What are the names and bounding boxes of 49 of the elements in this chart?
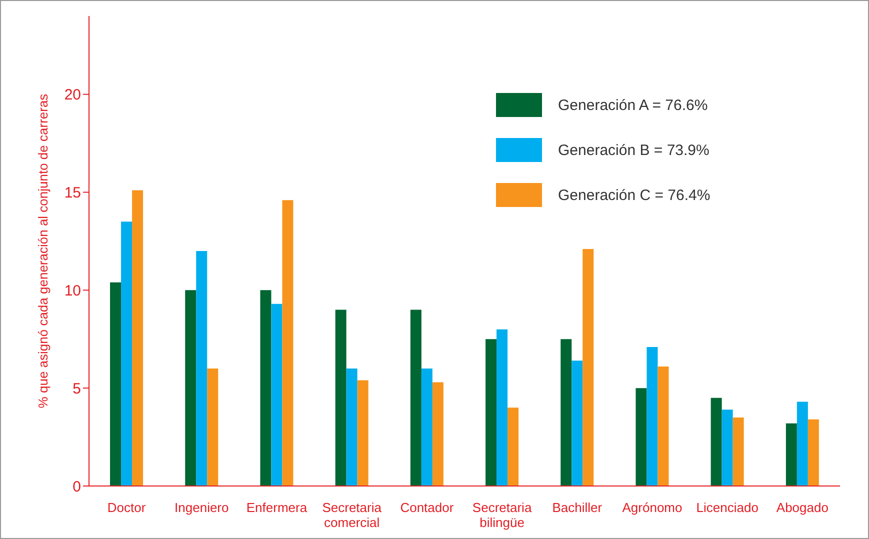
bar [710,398,722,486]
bar [121,222,132,486]
x-tick-label: Bachiller [552,500,603,515]
bar [410,310,422,486]
y-tick-label: 10 [64,282,81,300]
y-tick-label: 0 [72,478,81,496]
x-tick-label: Enfermera [246,500,308,515]
x-tick-label: Secretaria comercial [322,500,382,530]
bar [560,339,572,486]
x-tick-label: Doctor [107,500,146,515]
bar [572,360,583,486]
x-tick-label: Licenciado [696,500,758,515]
bar [582,249,594,486]
bar [486,339,497,486]
bar [421,368,432,486]
y-axis-title: % que asignó cada generación al conjunto de carreras [36,93,51,408]
bar [786,423,797,486]
bar [732,417,744,486]
bar [432,382,444,486]
legend-label: Generación A = 76.6% [558,96,708,114]
bar [496,329,508,486]
bar [508,408,519,486]
bar [271,304,282,486]
legend-label: Generación B = 73.9% [558,142,710,158]
x-tick-label: Abogado [776,500,828,515]
bar [196,251,208,486]
y-tick-label: 15 [64,184,81,202]
bar [132,190,144,486]
y-tick-label: 5 [72,380,81,398]
legend-label: Generación C = 76.4% [558,186,710,204]
bar [796,402,808,486]
bar [207,368,218,486]
x-tick-label: Contador [400,500,454,515]
bar [357,380,368,486]
bar [646,346,658,486]
y-tick-label: 20 [64,86,81,104]
bar [260,290,272,486]
x-tick-label: Secretaria bilingüe [472,500,532,530]
bar [110,282,122,486]
bar [335,310,346,486]
bar [808,419,819,486]
bar [658,366,669,486]
x-tick-label: Ingeniero [174,500,229,515]
bar [722,410,733,486]
bar [185,290,196,486]
bar [346,368,358,486]
bar [636,388,647,486]
x-tick-label: Agrónomo [622,500,682,515]
bar [282,200,294,486]
